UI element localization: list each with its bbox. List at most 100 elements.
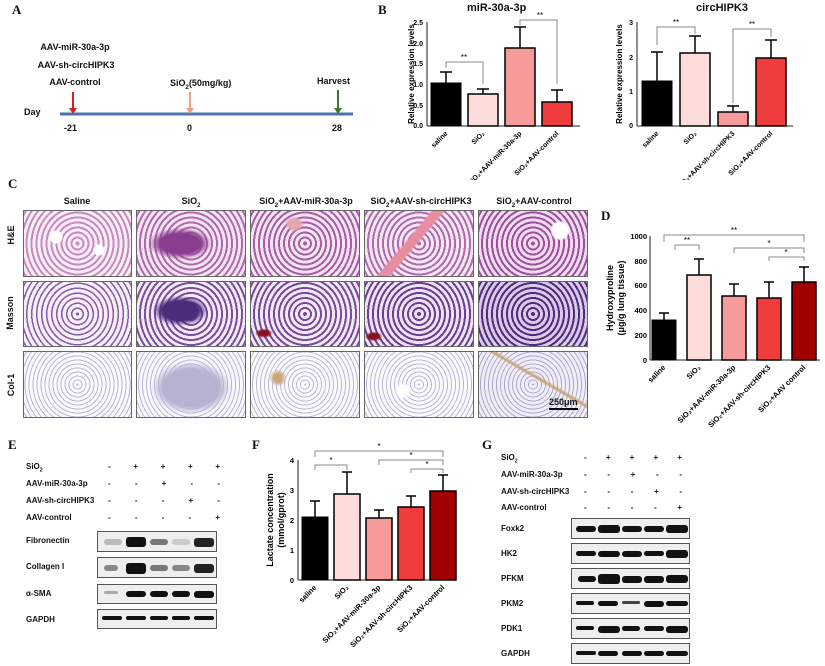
western-blot [571,518,690,539]
condition-label: AAV-miR-30a-3p [26,479,88,488]
svg-text:SiO₂+AAV-miR-30a-3p: SiO₂+AAV-miR-30a-3p [321,583,383,645]
western-blot [571,543,690,564]
svg-text:saline: saline [646,363,667,384]
histology-image [23,281,132,347]
svg-text:0.5: 0.5 [413,103,423,110]
harvest-label: Harvest [317,76,351,86]
blot-label: α-SMA [26,589,52,598]
western-blot [97,531,217,552]
svg-text:1: 1 [290,546,294,555]
condition-label: AAV-control [26,513,72,522]
svg-text:**: ** [684,236,690,245]
panel-label-e: E [8,437,17,452]
condition-label: AAV-miR-30a-3p [501,470,563,479]
svg-text:Lactate concentration: Lactate concentration [265,473,275,567]
blot-label: PDK1 [501,624,523,633]
svg-text:Relative expression levels: Relative expression levels [615,24,624,124]
western-blot [97,557,217,578]
blot-label: Foxk2 [501,524,525,533]
row-label: Col-1 [6,373,16,397]
histology-image [23,210,132,277]
svg-text:0.0: 0.0 [413,123,423,130]
scale-bar: 250μm [549,397,578,410]
svg-text:2: 2 [629,55,633,62]
day-label: Day [24,107,41,117]
column-header: SiO2+AAV-control [496,196,572,209]
condition-label: AAV-sh-circHIPK3 [501,487,570,496]
panel-label-b: B [378,2,387,17]
blot-label: HK2 [501,549,518,558]
condition-row: - - - + - [108,496,220,505]
blot-label: Collagen I [26,562,65,571]
panel-label-c: C [8,176,18,191]
svg-text:1.0: 1.0 [413,82,423,89]
column-header: SiO2+AAV-miR-30a-3p [259,196,353,209]
condition-row: - - + - - [584,470,682,479]
histology-image [250,351,360,418]
svg-text:3: 3 [290,486,294,495]
svg-text:SiO₂+AAV-sh-circHIPK3: SiO₂+AAV-sh-circHIPK3 [706,363,772,429]
svg-text:4: 4 [290,456,295,465]
svg-text:1000: 1000 [630,232,647,241]
svg-text:800: 800 [634,257,647,266]
svg-text:SiO₂+AAV-control: SiO₂+AAV-control [728,130,775,177]
panel-label-d: D [601,208,611,223]
column-header: Saline [63,196,91,206]
chart-d: 1000 800 600 400 200 0 Hydroxyproline (μg/g l… [605,226,820,429]
condition-label: AAV-sh-circHIPK3 [26,496,95,505]
svg-text:(mmol/gprot): (mmol/gprot) [276,492,286,548]
panel-label-a: A [12,2,22,17]
histology-image [136,351,246,418]
chart-title: circHIPK3 [696,2,748,14]
svg-text:**: ** [461,53,467,62]
histology-image [364,210,474,277]
svg-text:saline: saline [297,583,318,604]
treatment-label: AAV-control [49,77,101,87]
chart-f: 4 3 2 1 0 Lactate concentration (mmol/gprot)… [265,442,457,649]
histology-image [250,281,360,347]
western-blot [571,593,690,614]
chart-b: 2.5 2.0 1.5 1.0 0.5 0.0 Relative expression l… [407,11,793,180]
condition-row: - - - - + [108,513,220,522]
day-tick: 0 [187,123,193,133]
svg-text:Relative expression levels: Relative expression levels [407,24,416,124]
western-blot [571,643,690,664]
western-blot [97,609,217,629]
blot-label: Fibronectin [26,536,70,545]
svg-text:*: * [409,451,412,460]
histology-image [364,351,474,418]
blot-label: GAPDH [501,649,530,658]
western-blot [97,584,217,604]
svg-text:2.0: 2.0 [413,41,423,48]
condition-row: - - + - - [108,479,220,488]
svg-text:Hydroxyproline: Hydroxyproline [605,265,615,331]
svg-text:400: 400 [634,306,647,315]
svg-text:**: ** [673,18,679,27]
column-header: SiO2 [181,196,201,209]
condition-label: AAV-control [501,503,547,512]
svg-text:SiO₂+AAV-miR-30a-3p: SiO₂+AAV-miR-30a-3p [676,363,738,425]
svg-text:SiO₂+AAV-sh-circHIPK3: SiO₂+AAV-sh-circHIPK3 [348,583,414,649]
svg-text:**: ** [749,20,755,29]
svg-text:600: 600 [634,281,647,290]
chart-title: miR-30a-3p [467,2,527,14]
svg-text:SiO₂: SiO₂ [685,363,703,381]
svg-text:3: 3 [629,20,633,27]
svg-text:saline: saline [430,130,449,149]
condition-label: SiO2 [501,453,518,465]
svg-text:0: 0 [629,123,633,130]
svg-text:2.5: 2.5 [413,20,423,27]
histology-image [23,351,132,418]
histology-image [478,281,588,347]
timeline [60,90,353,116]
svg-text:**: ** [731,226,737,235]
blot-label: PFKM [501,574,524,583]
svg-text:200: 200 [634,331,647,340]
column-header: SiO2+AAV-sh-circHIPK3 [370,196,472,209]
western-blot [571,568,690,589]
blot-label: PKM2 [501,599,524,608]
svg-text:1: 1 [629,89,633,96]
svg-text:1.5: 1.5 [413,61,423,68]
svg-text:SiO₂: SiO₂ [683,130,699,146]
svg-text:*: * [784,248,787,257]
